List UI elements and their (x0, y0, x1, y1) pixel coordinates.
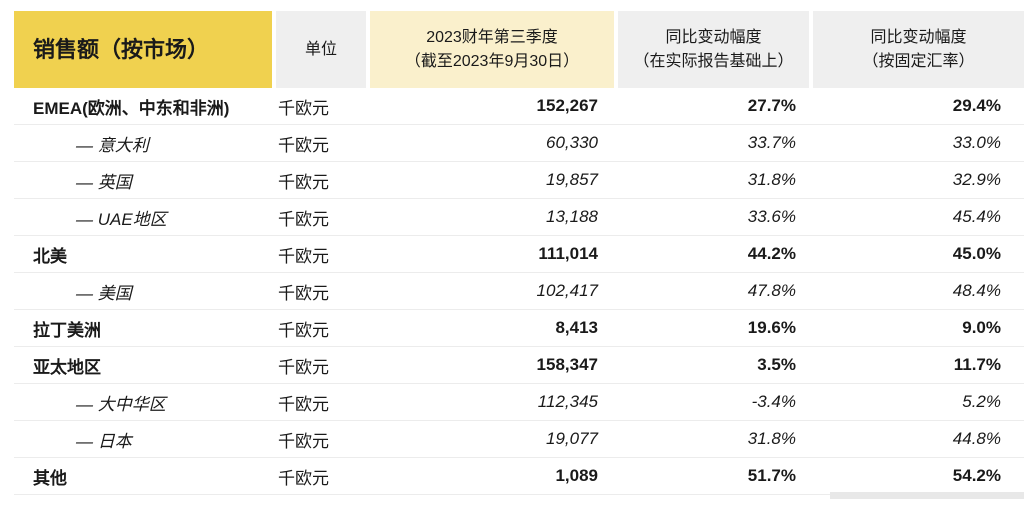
yoy-reported-cell: 27.7% (747, 96, 796, 115)
yoy-fixed-cell: 9.0% (962, 318, 1001, 337)
table-row: 拉丁美洲 千欧元 8,413 19.6% 9.0% (14, 310, 1024, 347)
value-cell: 102,417 (536, 281, 598, 300)
header-yoy-reported: 同比变动幅度 （在实际报告基础上） (618, 11, 809, 88)
header-period-line2: （截至2023年9月30日） (404, 52, 580, 70)
row-label: 其他 (33, 468, 67, 488)
table-row: 亚太地区 千欧元 158,347 3.5% 11.7% (14, 347, 1024, 384)
yoy-reported-cell: 47.8% (747, 281, 796, 300)
yoy-reported-cell: 33.7% (747, 133, 796, 152)
unit-cell: 千欧元 (278, 320, 329, 340)
row-label: — 英国 (76, 172, 132, 192)
header-yoy-reported-line1: 同比变动幅度 (665, 28, 762, 46)
yoy-reported-cell: 31.8% (747, 429, 796, 448)
value-cell: 111,014 (538, 244, 598, 263)
row-label: EMEA(欧洲、中东和非洲) (33, 98, 230, 118)
unit-cell: 千欧元 (278, 98, 329, 118)
table-row: — 日本 千欧元 19,077 31.8% 44.8% (14, 421, 1024, 458)
sales-by-market-table: 销售额（按市场） 单位 2023财年第三季度 （截至2023年9月30日） 同比… (14, 11, 1024, 499)
unit-cell: 千欧元 (278, 209, 329, 229)
value-cell: 158,347 (536, 355, 598, 374)
yoy-fixed-cell: 45.4% (952, 207, 1001, 226)
yoy-reported-cell: 33.6% (747, 207, 796, 226)
value-cell: 8,413 (555, 318, 598, 337)
header-title: 销售额（按市场） (14, 11, 272, 88)
unit-cell: 千欧元 (278, 468, 329, 488)
value-cell: 112,345 (537, 392, 598, 411)
header-yoy-reported-line2: （在实际报告基础上） (633, 52, 794, 70)
yoy-fixed-cell: 54.2% (952, 466, 1001, 485)
unit-cell: 千欧元 (278, 283, 329, 303)
value-cell: 60,330 (546, 133, 598, 152)
yoy-fixed-cell: 29.4% (952, 96, 1001, 115)
unit-cell: 千欧元 (278, 135, 329, 155)
yoy-fixed-cell: 44.8% (952, 429, 1001, 448)
row-label: — 大中华区 (76, 394, 166, 414)
yoy-fixed-cell: 45.0% (952, 244, 1001, 263)
value-cell: 1,089 (555, 466, 598, 485)
yoy-reported-cell: 3.5% (757, 355, 796, 374)
yoy-fixed-cell: 11.7% (953, 355, 1001, 374)
table-row: — 意大利 千欧元 60,330 33.7% 33.0% (14, 125, 1024, 162)
table-body: EMEA(欧洲、中东和非洲) 千欧元 152,267 27.7% 29.4% —… (14, 88, 1024, 495)
next-section-edge (830, 492, 1024, 499)
row-label: 亚太地区 (33, 357, 101, 377)
row-label: — UAE地区 (76, 209, 167, 229)
yoy-reported-cell: -3.4% (751, 392, 796, 411)
header-yoy-fixed-line2: （按固定汇率） (862, 52, 975, 70)
table-header-row: 销售额（按市场） 单位 2023财年第三季度 （截至2023年9月30日） 同比… (14, 11, 1024, 88)
value-cell: 19,857 (546, 170, 598, 189)
unit-cell: 千欧元 (278, 431, 329, 451)
table-row: — UAE地区 千欧元 13,188 33.6% 45.4% (14, 199, 1024, 236)
table-row: 其他 千欧元 1,089 51.7% 54.2% (14, 458, 1024, 495)
header-period-line1: 2023财年第三季度 (426, 28, 558, 46)
row-label: 北美 (33, 246, 67, 266)
unit-cell: 千欧元 (278, 246, 329, 266)
value-cell: 13,188 (546, 207, 598, 226)
table-row: — 大中华区 千欧元 112,345 -3.4% 5.2% (14, 384, 1024, 421)
value-cell: 19,077 (546, 429, 598, 448)
unit-cell: 千欧元 (278, 394, 329, 414)
header-yoy-fixed-line1: 同比变动幅度 (870, 28, 967, 46)
value-cell: 152,267 (536, 96, 598, 115)
unit-cell: 千欧元 (278, 357, 329, 377)
yoy-reported-cell: 44.2% (747, 244, 796, 263)
header-period: 2023财年第三季度 （截至2023年9月30日） (370, 11, 614, 88)
table-row: 北美 千欧元 111,014 44.2% 45.0% (14, 236, 1024, 273)
unit-cell: 千欧元 (278, 172, 329, 192)
table-row: EMEA(欧洲、中东和非洲) 千欧元 152,267 27.7% 29.4% (14, 88, 1024, 125)
row-label: 拉丁美洲 (33, 320, 101, 340)
header-yoy-fixed: 同比变动幅度 （按固定汇率） (813, 11, 1024, 88)
yoy-reported-cell: 51.7% (747, 466, 796, 485)
yoy-reported-cell: 19.6% (747, 318, 796, 337)
yoy-fixed-cell: 32.9% (952, 170, 1001, 189)
row-label: — 美国 (76, 283, 132, 303)
yoy-fixed-cell: 5.2% (962, 392, 1001, 411)
row-label: — 日本 (76, 431, 132, 451)
table-row: — 美国 千欧元 102,417 47.8% 48.4% (14, 273, 1024, 310)
yoy-fixed-cell: 48.4% (952, 281, 1001, 300)
header-unit: 单位 (276, 11, 366, 88)
row-label: — 意大利 (76, 135, 149, 155)
yoy-fixed-cell: 33.0% (952, 133, 1001, 152)
yoy-reported-cell: 31.8% (747, 170, 796, 189)
table-row: — 英国 千欧元 19,857 31.8% 32.9% (14, 162, 1024, 199)
